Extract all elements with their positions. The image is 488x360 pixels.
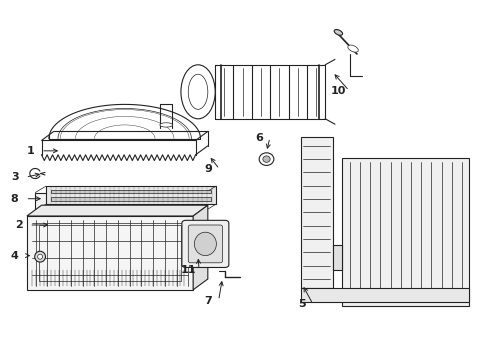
Text: 1: 1: [26, 146, 34, 156]
Ellipse shape: [263, 156, 270, 162]
Polygon shape: [300, 288, 468, 302]
Ellipse shape: [194, 232, 216, 256]
Polygon shape: [27, 216, 193, 290]
Text: 11: 11: [180, 265, 196, 275]
Text: 8: 8: [11, 194, 19, 204]
Text: 6: 6: [255, 132, 263, 143]
Text: 9: 9: [204, 164, 212, 174]
Ellipse shape: [181, 65, 215, 119]
Text: 3: 3: [11, 172, 19, 182]
Polygon shape: [35, 193, 205, 211]
Polygon shape: [342, 158, 468, 306]
Ellipse shape: [333, 30, 342, 35]
FancyBboxPatch shape: [182, 220, 228, 267]
Polygon shape: [300, 137, 332, 288]
FancyBboxPatch shape: [188, 225, 222, 263]
Polygon shape: [51, 190, 211, 193]
Ellipse shape: [160, 123, 172, 127]
Polygon shape: [332, 245, 342, 270]
Polygon shape: [46, 186, 216, 204]
Text: 2: 2: [15, 220, 22, 230]
Ellipse shape: [38, 254, 42, 259]
Ellipse shape: [35, 251, 45, 262]
Polygon shape: [51, 197, 211, 201]
Text: 4: 4: [11, 251, 19, 261]
Polygon shape: [193, 205, 207, 290]
Text: 10: 10: [330, 86, 346, 96]
Ellipse shape: [452, 288, 461, 296]
Ellipse shape: [188, 74, 207, 109]
Text: 5: 5: [298, 299, 305, 309]
Polygon shape: [27, 205, 207, 216]
Text: 7: 7: [203, 296, 211, 306]
Ellipse shape: [347, 45, 358, 52]
Ellipse shape: [259, 153, 273, 165]
Ellipse shape: [452, 169, 461, 177]
